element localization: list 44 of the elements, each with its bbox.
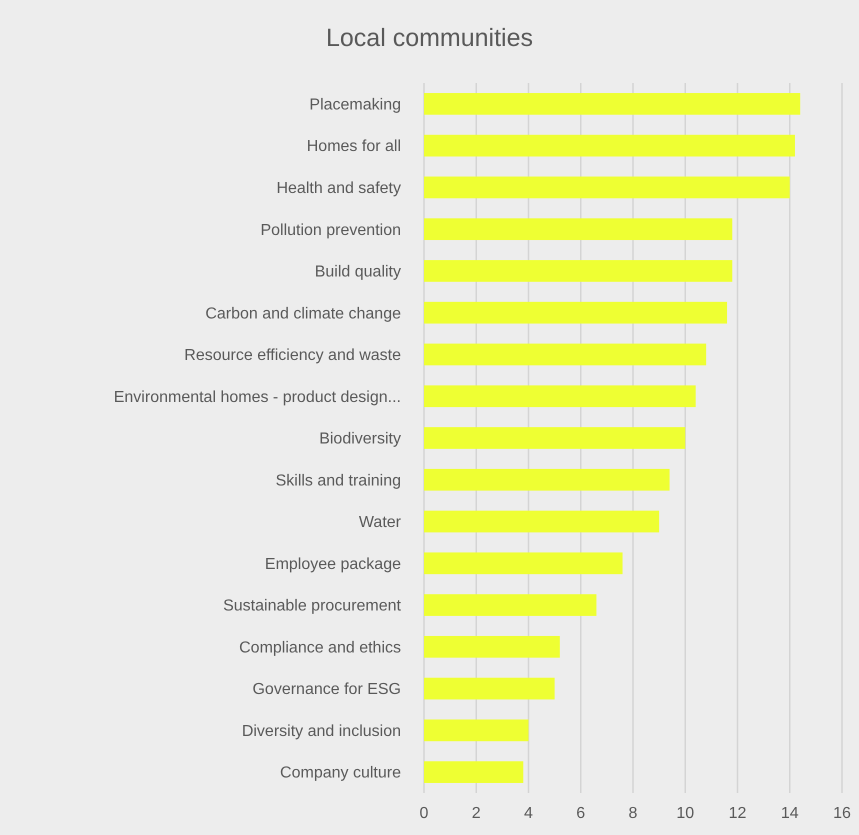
bar [424,678,555,700]
bar [424,302,728,324]
y-tick-label: Diversity and inclusion [242,722,401,740]
bar [424,93,800,115]
y-tick-label: Pollution prevention [260,222,401,239]
y-tick-label: Biodiversity [319,430,401,448]
bar [424,218,732,240]
y-tick-label: Resource efficiency and waste [184,347,402,364]
bar [424,719,528,742]
bar [424,134,795,157]
bar [424,260,732,282]
y-tick-label: Skills and training [276,472,401,490]
y-tick-label: Sustainable procurement [223,598,402,615]
bar [424,344,706,366]
x-tick-label: 6 [576,805,586,822]
y-tick-label: Homes for all [306,138,401,156]
bar [424,176,790,198]
y-tick-label: Compliance and ethics [239,639,401,656]
bar [424,385,696,408]
bar [424,761,524,783]
bar [424,510,660,532]
bar [424,427,686,449]
x-tick-label: 8 [628,805,638,822]
y-tick-label: Company culture [280,764,402,782]
y-tick-label: Governance for ESG [252,681,401,698]
bar [424,636,560,658]
x-tick-label: 14 [780,805,799,822]
bar [424,552,623,574]
y-tick-label: Build quality [314,264,401,281]
x-tick-label: 10 [676,805,694,822]
y-tick-label: Water [358,514,402,532]
x-tick-label: 0 [420,805,429,822]
bar [424,594,596,616]
y-tick-label: Employee package [264,556,402,573]
bar [424,468,670,491]
x-tick-label: 4 [524,805,534,822]
chart-title: Local communities [326,24,534,52]
y-tick-label: Placemaking [309,96,401,114]
y-tick-label: Environmental homes - product design... [114,388,401,406]
x-tick-label: 16 [833,805,851,822]
y-tick-label: Carbon and climate change [205,305,402,322]
x-tick-label: 2 [472,805,481,822]
y-tick-label: Health and safety [276,180,401,198]
x-tick-label: 12 [728,805,746,822]
